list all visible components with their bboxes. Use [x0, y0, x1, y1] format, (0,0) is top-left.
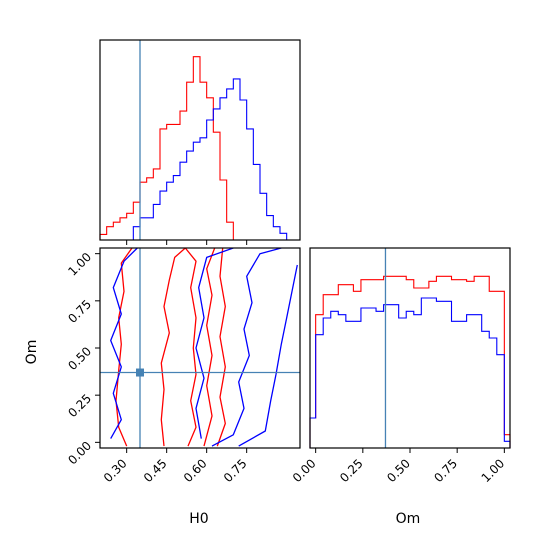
histogram-h0-frame: [99, 39, 301, 241]
y-axis-label-om: Om: [24, 340, 40, 365]
histogram-h0-series-2: [100, 78, 288, 241]
contour-lines-group: [110, 248, 298, 447]
histogram-om-series-2: [309, 297, 511, 448]
contour-series-1-level-4: [216, 248, 226, 447]
contour-series-2-level-1: [110, 248, 138, 439]
truth-marker: [136, 368, 144, 377]
x-axis-label-om: Om: [396, 511, 421, 527]
histogram-h0-panel: [99, 39, 301, 245]
histogram-om-series-1: [309, 275, 511, 448]
contour-series-1-level-1: [115, 248, 133, 447]
contour-series-2-level-2: [211, 248, 282, 447]
contour-series-2-level-3: [238, 264, 298, 447]
contour-series-1-level-3: [203, 248, 216, 447]
x-axis-label-h0: H0: [189, 511, 208, 527]
contour-series-2-level-4: [195, 248, 234, 439]
